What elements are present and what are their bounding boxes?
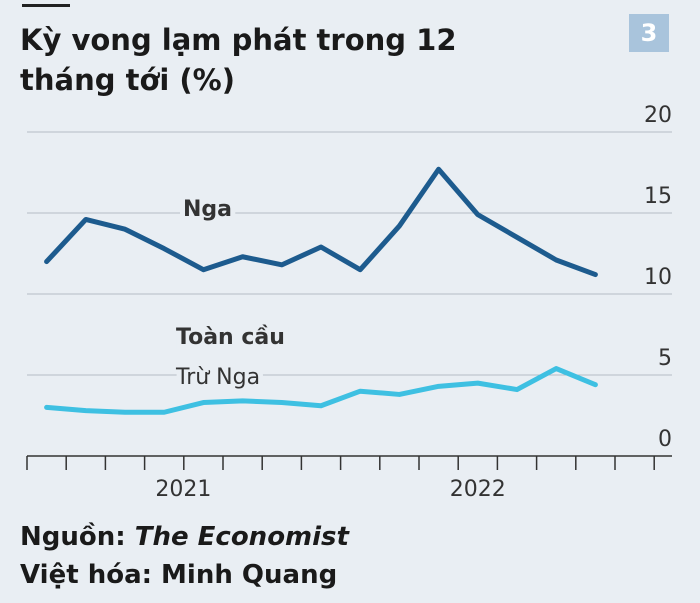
- top-bar: [22, 4, 70, 7]
- y-tick-label: 20: [644, 103, 672, 128]
- source-line: Nguồn: The Economist: [20, 518, 349, 556]
- legend-label: Toàn cầu: [176, 325, 285, 350]
- x-tick-label: 2022: [450, 477, 506, 502]
- y-tick-label: 15: [644, 184, 672, 209]
- y-tick-label: 10: [644, 265, 672, 290]
- chart: 0 5 10 15 20 2021 2022 Nga Toàn cầu Trừ Nga: [26, 103, 672, 502]
- footer: Nguồn: The Economist Việt hóa: Minh Quan…: [20, 518, 349, 594]
- badge: 3: [629, 14, 669, 52]
- series-line: [44, 366, 598, 415]
- y-tick-label: 0: [658, 427, 672, 452]
- annotation: Trừ Nga: [175, 365, 260, 390]
- x-tick-label: 2021: [155, 477, 211, 502]
- chart-title: Kỳ vong lạm phát trong 12 tháng tới (%): [20, 23, 457, 97]
- source: The Economist: [134, 522, 349, 552]
- y-tick-label: 5: [658, 346, 672, 371]
- source-label: Nguồn:: [20, 522, 126, 552]
- legend-label: Nga: [183, 197, 232, 222]
- credit: Việt hóa: Minh Quang: [20, 560, 338, 590]
- series-line: [44, 166, 598, 278]
